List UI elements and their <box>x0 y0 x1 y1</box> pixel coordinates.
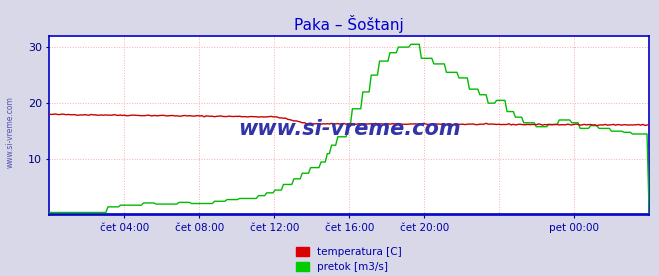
Title: Paka – Šoštanj: Paka – Šoštanj <box>295 15 404 33</box>
Legend: temperatura [C], pretok [m3/s]: temperatura [C], pretok [m3/s] <box>293 243 406 276</box>
Text: www.si-vreme.com: www.si-vreme.com <box>238 119 461 139</box>
Text: www.si-vreme.com: www.si-vreme.com <box>5 97 14 168</box>
